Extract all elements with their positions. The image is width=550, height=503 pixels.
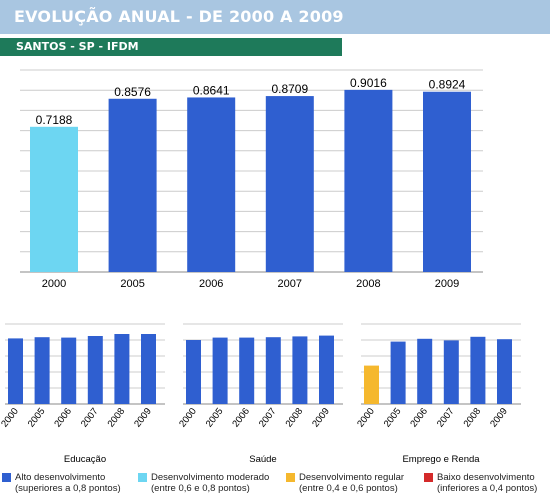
data-label: 0.8709 (271, 82, 308, 96)
title-bar: EVOLUÇÃO ANUAL - DE 2000 A 2009 (0, 0, 550, 34)
bar-2009 (497, 339, 512, 404)
bar-2005 (34, 337, 50, 404)
tick-label: 2006 (408, 406, 430, 429)
bar-2005 (390, 341, 406, 404)
legend-swatch-moderado (138, 473, 147, 482)
chart-title: Emprego e Renda (402, 454, 480, 465)
tick-label: 2008 (284, 406, 306, 429)
bar-2000 (364, 365, 379, 404)
tick-label: 2008 (462, 406, 484, 429)
tick-label: 2006 (230, 406, 252, 429)
bar-2007 (265, 96, 314, 272)
tick-label: 2006 (52, 406, 74, 429)
bar-2008 (292, 336, 308, 404)
bar-2006 (417, 338, 433, 404)
bar-2007 (87, 336, 103, 404)
bar-2006 (187, 97, 236, 272)
bar-2008 (114, 334, 130, 404)
tick-label: 2000 (42, 278, 66, 290)
data-label: 0.9016 (350, 76, 387, 90)
tick-label: 2005 (382, 406, 404, 429)
chart-title: Saúde (249, 454, 276, 465)
legend-label: Alto desenvolvimento (15, 472, 106, 483)
tick-label: 2009 (132, 406, 154, 429)
tick-label: 2005 (120, 278, 144, 290)
subtitle-bar: SANTOS - SP - IFDM (0, 38, 342, 56)
legend-sublabel: (superiores a 0,8 pontos) (15, 483, 121, 494)
legend-sublabel: (inferiores a 0,4 pontos) (437, 483, 538, 494)
tick-label: 2007 (278, 278, 302, 290)
legend-label: Desenvolvimento moderado (151, 472, 270, 483)
bar-2005 (108, 98, 157, 272)
bar-2006 (239, 337, 255, 404)
legend-swatch-baixo (424, 473, 433, 482)
tick-label: 2009 (310, 406, 332, 429)
tick-label: 2009 (435, 278, 459, 290)
page-title: EVOLUÇÃO ANUAL - DE 2000 A 2009 (14, 7, 344, 26)
tick-label: 2006 (199, 278, 223, 290)
legend-label: Baixo desenvolvimento (437, 472, 535, 483)
page-subtitle: SANTOS - SP - IFDM (16, 40, 139, 53)
tick-label: 2009 (488, 406, 510, 429)
tick-label: 2005 (204, 406, 226, 429)
legend-sublabel: (entre 0,6 e 0,8 pontos) (151, 483, 250, 494)
tick-label: 2007 (257, 406, 279, 429)
data-label: 0.8576 (114, 85, 151, 99)
bar-2006 (61, 337, 77, 404)
bar-2009 (141, 334, 156, 404)
tick-label: 2005 (26, 406, 48, 429)
bar-2007 (265, 337, 281, 404)
data-label: 0.7188 (36, 113, 73, 127)
bar-2000 (8, 338, 23, 404)
tick-label: 2007 (79, 406, 101, 429)
bar-2008 (344, 89, 393, 272)
tick-label: 2008 (356, 278, 380, 290)
legend-label: Desenvolvimento regular (299, 472, 405, 483)
bar-2000 (30, 126, 78, 272)
tick-label: 2007 (435, 406, 457, 429)
bar-2000 (186, 340, 201, 404)
data-label: 0.8924 (429, 78, 466, 92)
tick-label: 2000 (0, 406, 21, 429)
bar-2007 (443, 340, 459, 404)
bar-2009 (423, 91, 471, 272)
tick-label: 2000 (355, 406, 377, 429)
bar-2008 (470, 336, 486, 404)
tick-label: 2008 (106, 406, 128, 429)
bar-2009 (319, 335, 334, 404)
legend-swatch-alto (2, 473, 11, 482)
data-label: 0.8641 (193, 83, 230, 97)
bar-2005 (212, 337, 228, 404)
chart-title: Educação (64, 454, 106, 465)
legend-swatch-regular (286, 473, 295, 482)
tick-label: 2000 (177, 406, 199, 429)
legend-sublabel: (entre 0,4 e 0,6 pontos) (299, 483, 398, 494)
